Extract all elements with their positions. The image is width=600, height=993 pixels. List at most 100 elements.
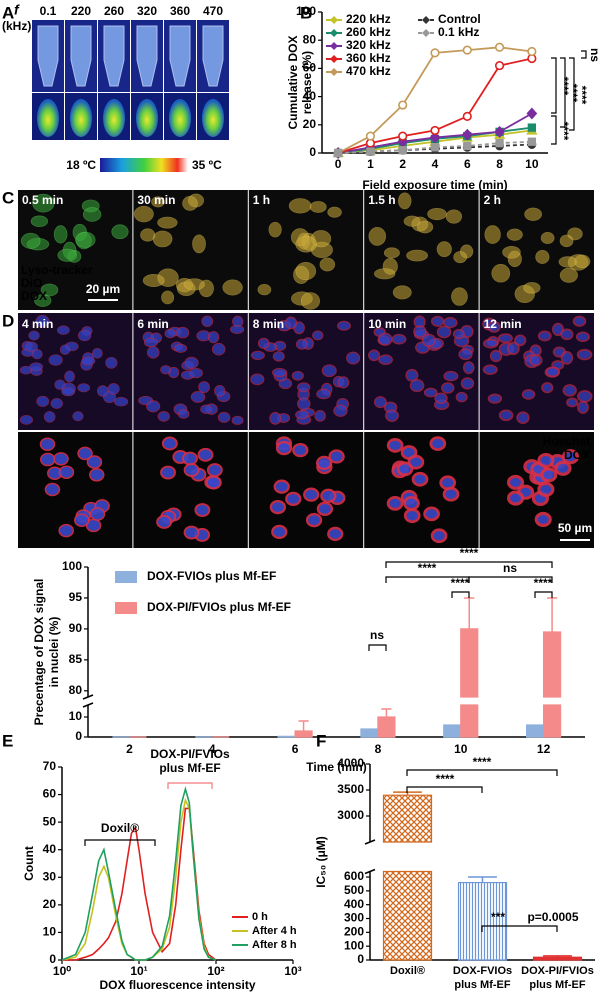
cell <box>53 452 69 466</box>
nucleus <box>442 317 458 329</box>
nucleus <box>455 391 468 403</box>
nucleus <box>146 400 161 413</box>
tube <box>70 25 92 87</box>
micrograph <box>479 313 594 430</box>
nucleus <box>297 397 311 411</box>
marker <box>462 45 472 55</box>
error-bar <box>543 955 572 958</box>
significance-bracket <box>481 925 558 932</box>
legend-swatch <box>115 602 137 614</box>
cell <box>39 437 56 451</box>
annotation: **** <box>473 755 492 769</box>
nucleus <box>54 379 66 390</box>
cell <box>77 446 93 461</box>
nucleus <box>59 344 71 355</box>
nucleus <box>198 381 210 394</box>
cell <box>427 207 447 221</box>
y-tick-label: 3000 <box>337 808 364 822</box>
marker <box>526 107 538 120</box>
nucleus <box>316 388 332 400</box>
cell <box>403 508 421 524</box>
y-tick-label: 3500 <box>337 782 364 796</box>
x-tick-label: 0 <box>335 157 342 171</box>
nucleus <box>498 409 514 422</box>
nucleus <box>377 332 393 346</box>
y-tick-label: 600 <box>344 869 364 883</box>
annotation: p=0.0005 <box>527 910 578 924</box>
nucleus <box>97 385 109 397</box>
marker <box>366 147 375 156</box>
significance-bracket <box>569 57 575 131</box>
annotation: ns <box>370 628 384 642</box>
y-tick-label: 95 <box>69 590 83 604</box>
nucleus <box>177 409 190 419</box>
nucleus <box>482 364 498 375</box>
x-tick-label: 10³ <box>284 964 301 978</box>
y-tick-label: 80 <box>69 683 83 697</box>
micrograph <box>364 432 479 548</box>
frequency-symbol: f <box>14 2 20 18</box>
thermal-spot <box>169 99 191 137</box>
cell <box>320 488 337 503</box>
cell <box>300 292 321 310</box>
legend-marker <box>330 68 338 76</box>
cell <box>288 198 312 214</box>
cell <box>453 251 468 264</box>
cell <box>451 287 468 306</box>
nucleus <box>284 316 298 330</box>
bar <box>377 716 396 738</box>
y-tick-label: 0 <box>309 145 316 159</box>
x-tick-label: 10 <box>454 742 468 756</box>
legend-marker <box>330 29 338 37</box>
nucleus <box>291 370 304 381</box>
cell <box>57 248 78 262</box>
nucleus <box>157 411 170 422</box>
cell <box>151 196 165 208</box>
nucleus <box>271 367 288 378</box>
nucleus <box>77 329 92 342</box>
nucleus <box>314 409 326 422</box>
y-tick-label: 40 <box>303 89 317 103</box>
cell <box>327 206 342 218</box>
cell <box>86 455 103 469</box>
x-tick-label: 4 <box>432 157 439 171</box>
nucleus <box>489 349 503 363</box>
x-tick-label: DOX-PI/FVIOs <box>521 965 594 977</box>
cell <box>439 475 457 491</box>
legend-label: 0.1 kHz <box>438 25 479 39</box>
nucleus <box>184 356 199 369</box>
x-axis-label: DOX fluorescence intensity <box>99 978 255 992</box>
cell <box>558 256 577 268</box>
significance-bracket <box>551 115 557 145</box>
legend-label: 320 kHz <box>346 38 391 52</box>
cell <box>182 196 198 211</box>
nucleus <box>391 333 407 345</box>
y-tick-label: 100 <box>344 938 364 952</box>
cell <box>407 454 425 470</box>
marker <box>365 131 376 141</box>
scale-bar-label: 50 µm <box>558 521 592 535</box>
x-tick-label: 10⁰ <box>53 964 71 978</box>
cell <box>75 231 96 248</box>
cell <box>386 438 404 453</box>
cell <box>524 207 542 221</box>
nucleus <box>487 393 503 404</box>
nucleus <box>575 331 590 343</box>
nucleus <box>458 348 473 361</box>
y-tick-label: 200 <box>344 925 364 939</box>
cell <box>295 235 318 253</box>
tube <box>136 25 158 87</box>
x-tick-label: 6 <box>292 742 299 756</box>
significance-bracket <box>551 57 557 114</box>
nucleus <box>176 326 190 339</box>
cell <box>30 215 49 228</box>
nucleus <box>272 351 285 362</box>
cell <box>436 241 452 258</box>
cell <box>392 285 412 300</box>
cell <box>161 436 178 451</box>
cell <box>182 451 198 466</box>
cell <box>303 487 320 502</box>
y-tick-label: 20 <box>43 897 57 911</box>
marker <box>430 143 440 152</box>
x-tick-label: 2 <box>399 157 406 171</box>
